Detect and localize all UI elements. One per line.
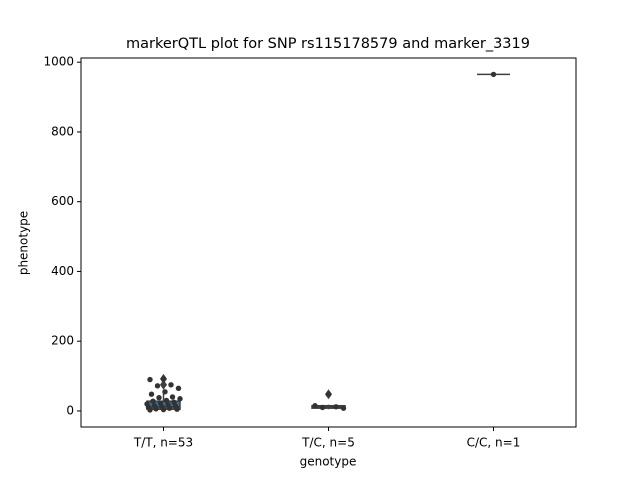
y-tick-label: 600 [51, 194, 74, 208]
strip-point [340, 405, 347, 411]
strip-point [319, 404, 326, 411]
strip-point [325, 391, 332, 397]
strip-point [166, 405, 173, 411]
x-tick-label: C/C, n=1 [467, 436, 521, 450]
strip-point [490, 71, 497, 78]
x-axis-label: genotype [300, 455, 357, 469]
strip-point [175, 385, 182, 391]
strip-point [168, 382, 174, 388]
y-tick-label: 0 [66, 403, 74, 417]
strip-point [147, 407, 153, 413]
strip-point [147, 376, 153, 383]
flier [160, 379, 167, 390]
strip-point [174, 406, 180, 412]
strip-point [163, 397, 170, 404]
strip-point [156, 395, 162, 401]
y-tick-label: 800 [51, 124, 74, 138]
x-tick-label: T/C, n=5 [301, 436, 355, 450]
strip-point [162, 389, 168, 395]
strip-point [154, 383, 161, 389]
strip-point [312, 403, 318, 409]
y-tick-label: 400 [51, 264, 74, 278]
y-tick-label: 200 [51, 334, 74, 348]
x-tick-label: T/T, n=53 [133, 436, 193, 450]
strip-point [150, 398, 156, 404]
strip-point [177, 396, 183, 402]
chart-title: markerQTL plot for SNP rs115178579 and m… [126, 36, 530, 52]
strip-point [160, 406, 167, 413]
y-tick-label: 1000 [43, 55, 74, 69]
y-axis-label: phenotype [17, 211, 31, 275]
strip-point [153, 406, 159, 412]
strip-point [169, 394, 176, 400]
plot-frame [80, 57, 577, 428]
strip-point [160, 376, 167, 382]
strip-point [333, 404, 339, 410]
strip-point [148, 391, 155, 397]
